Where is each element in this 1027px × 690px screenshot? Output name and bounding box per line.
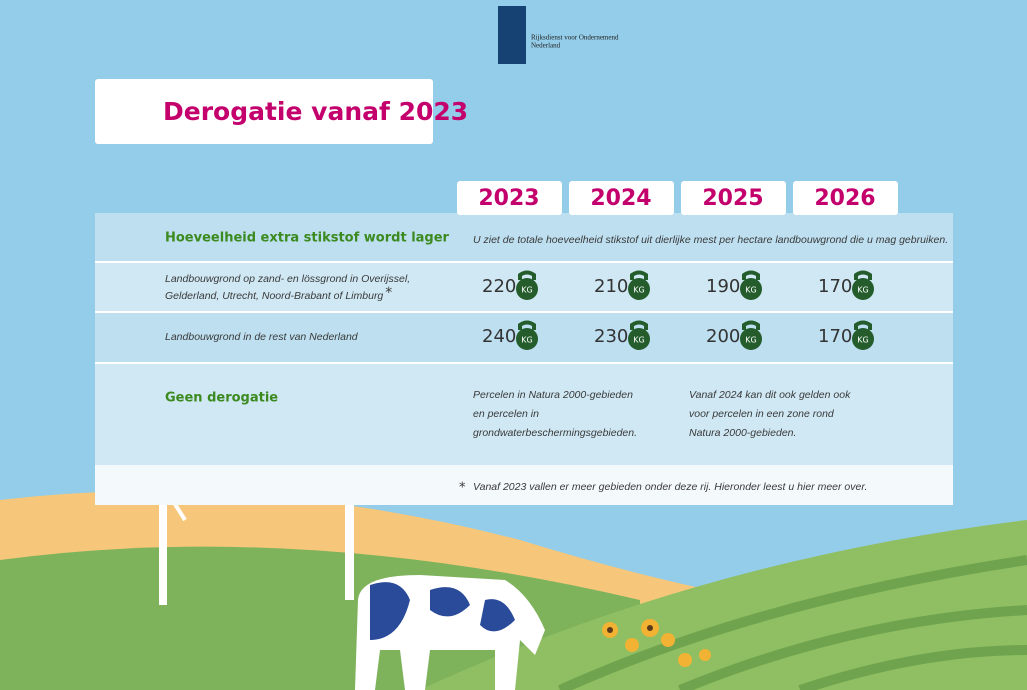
logo-text: Rijksdienst voor Ondernemend <box>531 34 619 42</box>
unit-label: KG <box>857 286 868 295</box>
value: 240 <box>482 326 516 347</box>
unit-label: KG <box>633 286 644 295</box>
year-label: 2024 <box>590 186 651 211</box>
value: 170 <box>818 326 852 347</box>
row-label: Landbouwgrond in de rest van Nederland <box>165 331 359 343</box>
row-header: Hoeveelheid extra stikstof wordt lager <box>165 231 450 246</box>
value: 200 <box>706 326 740 347</box>
title: Derogatie vanaf 2023 <box>163 97 468 126</box>
footnote-text: Vanaf 2023 vallen er meer gebieden onder… <box>473 481 867 493</box>
page: Rijksdienst voor Ondernemend Nederland D… <box>0 0 1027 690</box>
year-label: 2023 <box>478 186 539 211</box>
footnote-marker: * <box>459 481 466 496</box>
unit-label: KG <box>633 336 644 345</box>
logo-mark <box>498 6 526 64</box>
row-header: Geen derogatie <box>165 391 278 406</box>
row-label: Gelderland, Utrecht, Noord-Brabant of Li… <box>165 290 383 302</box>
value: 230 <box>594 326 628 347</box>
value: 170 <box>818 276 852 297</box>
row-label: Landbouwgrond op zand- en lössgrond in O… <box>165 273 410 285</box>
value: 220 <box>482 276 516 297</box>
no-derogation-text: voor percelen in een zone rond <box>689 408 835 420</box>
no-derogation-text: Vanaf 2024 kan dit ook gelden ook <box>689 389 851 401</box>
logo-text: Nederland <box>531 42 561 50</box>
unit-label: KG <box>857 336 868 345</box>
year-label: 2026 <box>814 186 875 211</box>
header-note: U ziet de totale hoeveelheid stikstof ui… <box>473 234 948 246</box>
unit-label: KG <box>745 286 756 295</box>
no-derogation-text: Percelen in Natura 2000-gebieden <box>473 389 633 401</box>
year-label: 2025 <box>702 186 763 211</box>
no-derogation-text: Natura 2000-gebieden. <box>689 427 796 439</box>
unit-label: KG <box>521 336 532 345</box>
value: 210 <box>594 276 628 297</box>
infographic: Rijksdienst voor Ondernemend Nederland D… <box>0 0 1027 690</box>
value: 190 <box>706 276 740 297</box>
no-derogation-text: en percelen in <box>473 408 539 420</box>
unit-label: KG <box>745 336 756 345</box>
no-derogation-text: grondwaterbeschermingsgebieden. <box>473 427 637 439</box>
footnote-marker: * <box>385 285 392 301</box>
unit-label: KG <box>521 286 532 295</box>
